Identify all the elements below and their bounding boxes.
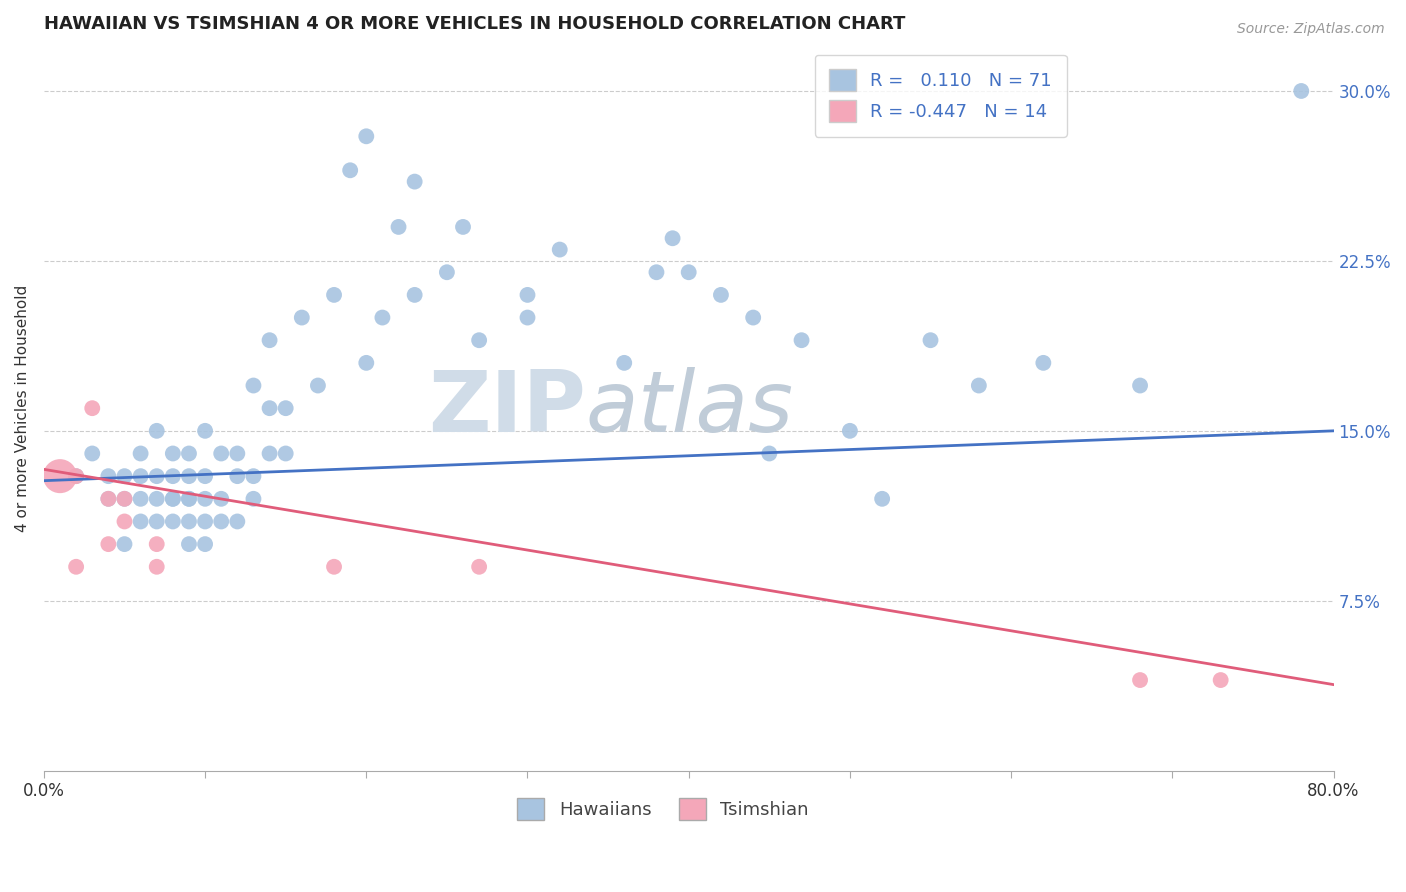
Point [387, 219, 409, 234]
Point [356, 356, 378, 370]
Point [65, 559, 87, 574]
Point [645, 265, 668, 279]
Point [49, 469, 72, 483]
Point [114, 491, 136, 506]
Point [226, 515, 249, 529]
Point [194, 515, 217, 529]
Point [65, 469, 87, 483]
Point [356, 129, 378, 144]
Point [710, 288, 733, 302]
Point [307, 378, 329, 392]
Point [516, 310, 538, 325]
Point [436, 265, 458, 279]
Point [259, 333, 281, 347]
Point [129, 491, 152, 506]
Point [145, 515, 167, 529]
Y-axis label: 4 or more Vehicles in Household: 4 or more Vehicles in Household [15, 285, 30, 532]
Legend: Hawaiians, Tsimshian: Hawaiians, Tsimshian [510, 790, 815, 827]
Point [162, 491, 184, 506]
Point [145, 469, 167, 483]
Point [82, 401, 104, 416]
Point [97, 491, 120, 506]
Point [145, 537, 167, 551]
Point [82, 446, 104, 460]
Point [114, 491, 136, 506]
Text: atlas: atlas [585, 367, 793, 450]
Point [870, 491, 893, 506]
Text: HAWAIIAN VS TSIMSHIAN 4 OR MORE VEHICLES IN HOUSEHOLD CORRELATION CHART: HAWAIIAN VS TSIMSHIAN 4 OR MORE VEHICLES… [44, 15, 905, 33]
Point [194, 537, 217, 551]
Point [177, 515, 200, 529]
Point [404, 288, 426, 302]
Point [129, 515, 152, 529]
Point [97, 469, 120, 483]
Point [838, 424, 860, 438]
Point [114, 515, 136, 529]
Point [177, 446, 200, 460]
Point [371, 310, 394, 325]
Point [65, 469, 87, 483]
Point [177, 491, 200, 506]
Point [97, 537, 120, 551]
Point [678, 265, 700, 279]
Text: Source: ZipAtlas.com: Source: ZipAtlas.com [1237, 22, 1385, 37]
Point [226, 469, 249, 483]
Point [209, 491, 232, 506]
Point [790, 333, 813, 347]
Point [967, 378, 990, 392]
Point [145, 559, 167, 574]
Point [177, 537, 200, 551]
Point [194, 424, 217, 438]
Point [323, 288, 346, 302]
Point [920, 333, 942, 347]
Point [226, 446, 249, 460]
Point [97, 491, 120, 506]
Point [242, 469, 264, 483]
Point [177, 491, 200, 506]
Point [162, 469, 184, 483]
Point [162, 446, 184, 460]
Point [758, 446, 780, 460]
Point [114, 537, 136, 551]
Point [1032, 356, 1054, 370]
Point [259, 446, 281, 460]
Point [209, 515, 232, 529]
Point [451, 219, 474, 234]
Point [162, 515, 184, 529]
Point [404, 175, 426, 189]
Point [661, 231, 683, 245]
Point [1129, 378, 1152, 392]
Point [516, 288, 538, 302]
Point [114, 469, 136, 483]
Point [209, 446, 232, 460]
Point [259, 401, 281, 416]
Point [1129, 673, 1152, 687]
Point [468, 333, 491, 347]
Point [323, 559, 346, 574]
Point [242, 491, 264, 506]
Point [613, 356, 636, 370]
Point [162, 491, 184, 506]
Point [274, 401, 297, 416]
Point [145, 491, 167, 506]
Point [177, 469, 200, 483]
Point [1209, 673, 1232, 687]
Point [274, 446, 297, 460]
Point [194, 491, 217, 506]
Point [742, 310, 765, 325]
Point [129, 469, 152, 483]
Point [548, 243, 571, 257]
Point [242, 378, 264, 392]
Point [1291, 84, 1313, 98]
Point [468, 559, 491, 574]
Point [194, 469, 217, 483]
Point [129, 446, 152, 460]
Point [339, 163, 361, 178]
Point [291, 310, 314, 325]
Text: ZIP: ZIP [427, 367, 585, 450]
Point [145, 424, 167, 438]
